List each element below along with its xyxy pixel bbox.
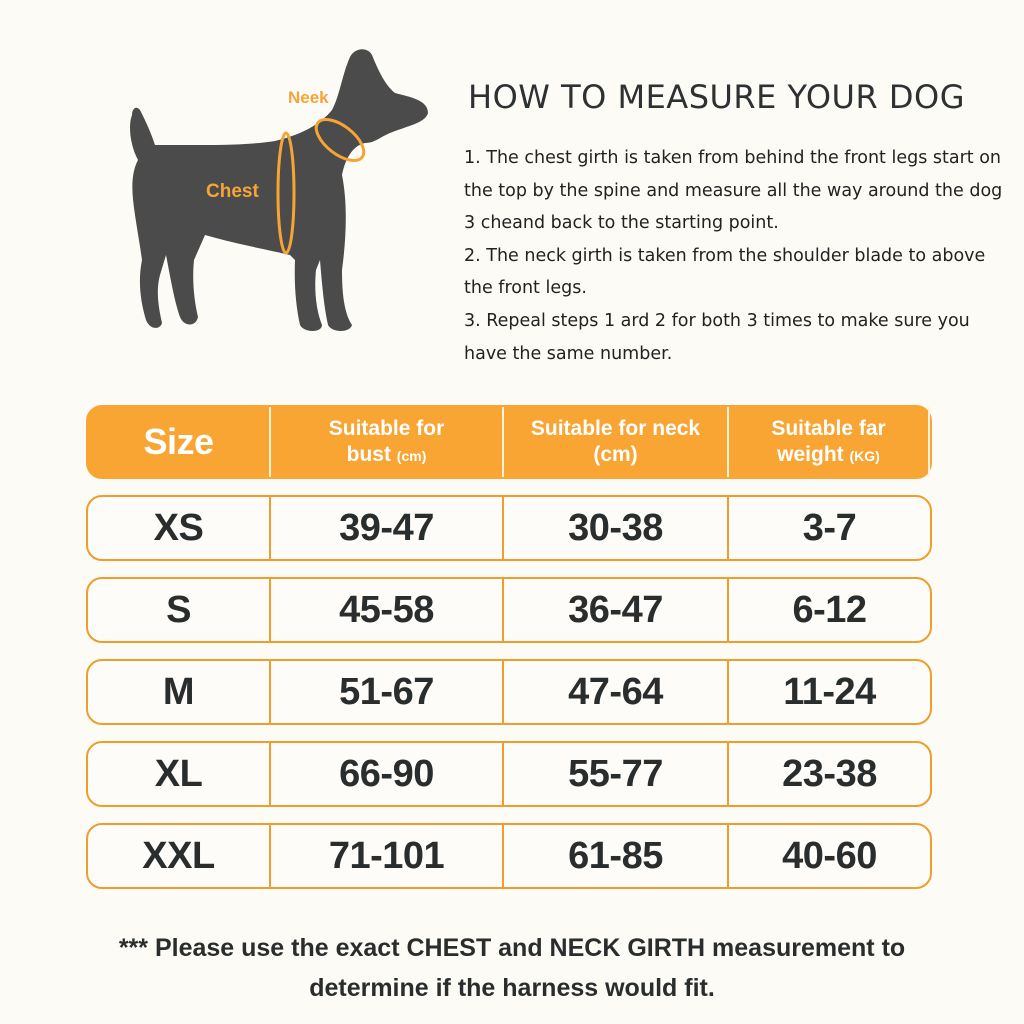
cell-neck: 55-77 (504, 743, 729, 805)
cell-neck: 61-85 (504, 825, 729, 887)
table-row: XS 39-47 30-38 3-7 (86, 495, 932, 561)
header-bust: Suitable for bust (cm) (271, 407, 504, 477)
table-row: S 45-58 36-47 6-12 (86, 577, 932, 643)
cell-size: XXL (88, 825, 271, 887)
chest-label: Chest (206, 181, 259, 202)
page-title: HOW TO MEASURE YOUR DOG (468, 78, 965, 116)
neck-label: Neek (288, 88, 329, 107)
header-weight: Suitable far weight (KG) (729, 407, 930, 477)
measurement-steps: 1. The chest girth is taken from behind … (464, 142, 1004, 370)
cell-size: S (88, 579, 271, 641)
size-chart-table: Size Suitable for bust (cm) Suitable for… (86, 405, 932, 905)
cell-bust: 66-90 (271, 743, 504, 805)
cell-weight: 6-12 (792, 588, 867, 631)
header-neck: Suitable for neck (cm) (504, 407, 729, 477)
cell-bust: 51-67 (271, 661, 504, 723)
cell-weight: 23-38 (782, 752, 877, 795)
dog-silhouette-icon: Neek Chest (130, 49, 428, 331)
cell-weight: 11-24 (783, 670, 876, 713)
header-size: Size (88, 407, 271, 477)
step-2: 2. The neck girth is taken from the shou… (464, 245, 986, 299)
cell-weight: 40-60 (782, 834, 877, 877)
cell-neck: 36-47 (504, 579, 729, 641)
table-row: XXL 71-101 61-85 40-60 (86, 823, 932, 889)
cell-bust: 45-58 (271, 579, 504, 641)
step-1: 1. The chest girth is taken from behind … (464, 148, 1003, 234)
table-row: XL 66-90 55-77 23-38 (86, 741, 932, 807)
table-header-row: Size Suitable for bust (cm) Suitable for… (86, 405, 932, 479)
dog-measurement-illustration: Neek Chest (110, 45, 440, 345)
step-3: 3. Repeal steps 1 ard 2 for both 3 times… (464, 310, 970, 364)
cell-neck: 47-64 (504, 661, 729, 723)
table-row: M 51-67 47-64 11-24 (86, 659, 932, 725)
fit-note: *** Please use the exact CHEST and NECK … (118, 934, 906, 1002)
cell-bust: 39-47 (271, 497, 504, 559)
cell-neck: 30-38 (504, 497, 729, 559)
cell-size: XL (88, 743, 271, 805)
cell-bust: 71-101 (271, 825, 504, 887)
cell-size: M (88, 661, 271, 723)
cell-size: XS (88, 497, 271, 559)
cell-weight: 3-7 (802, 506, 857, 549)
